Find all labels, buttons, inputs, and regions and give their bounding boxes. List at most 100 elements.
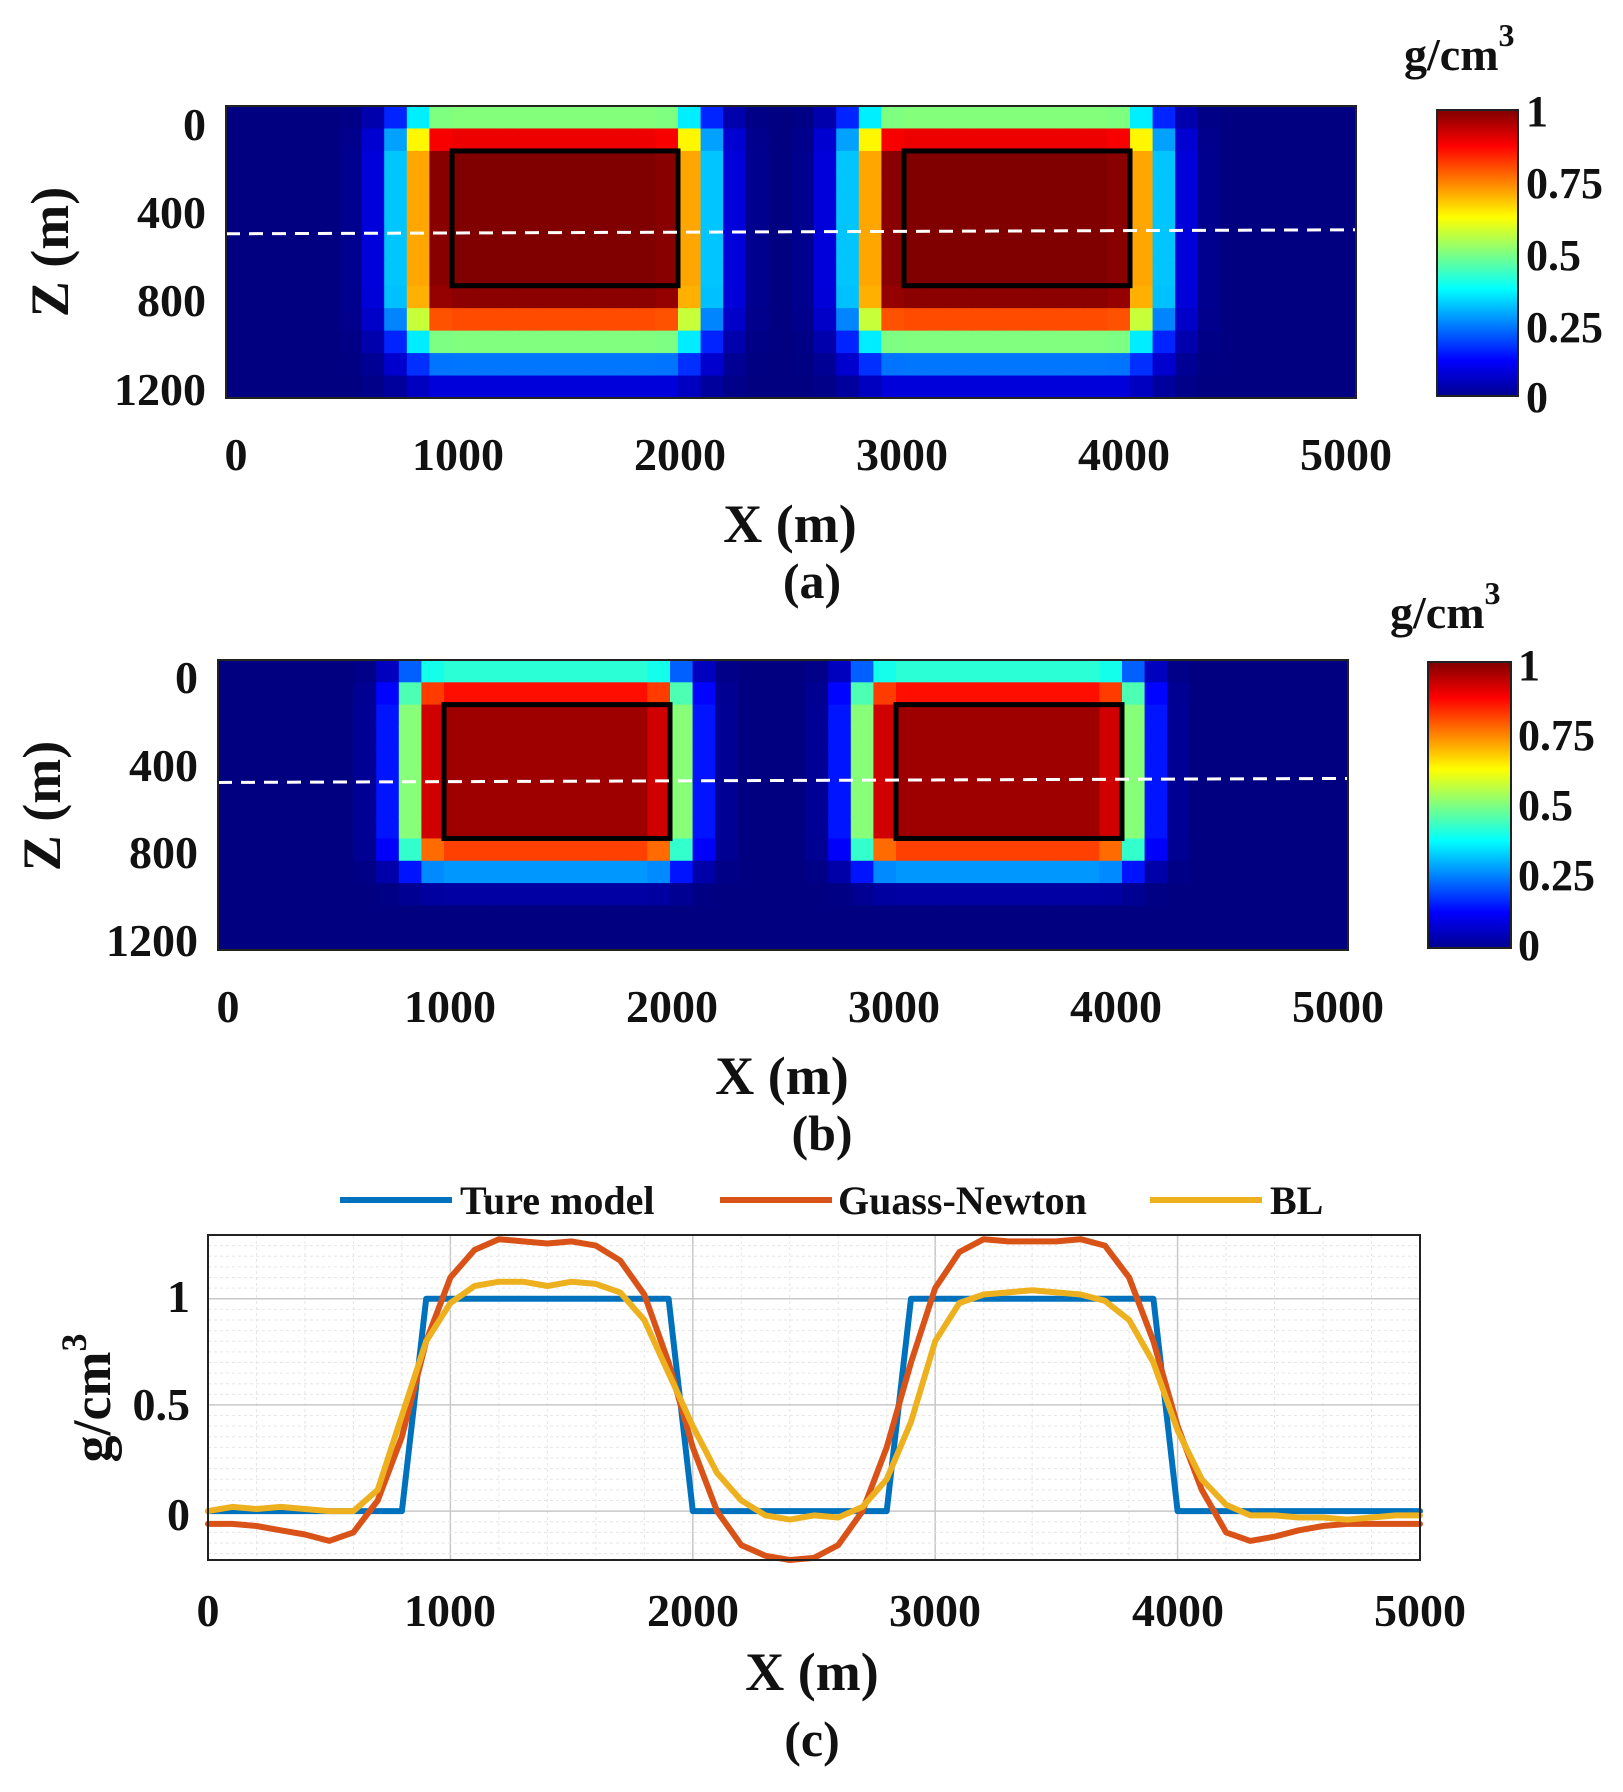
heatmap-a-cell: [1130, 308, 1154, 332]
heatmap-a-cell: [1175, 353, 1199, 377]
heatmap-b-cell: [873, 726, 897, 750]
heatmap-b-cell: [828, 905, 852, 929]
heatmap-b-cell: [1235, 816, 1259, 840]
heatmap-b-cell: [647, 793, 671, 817]
true-bodies-a: [449, 148, 1133, 289]
heatmap-a-cell: [406, 218, 430, 242]
heatmap-b-cell: [1031, 749, 1055, 773]
heatmap-a-cell: [678, 195, 702, 219]
yticks-c: 1 0.5 0: [133, 1271, 191, 1540]
heatmap-b-cell: [1031, 905, 1055, 929]
heatmap-a-cell: [745, 263, 769, 287]
heatmap-a-cell: [926, 308, 950, 332]
heatmap-a-cell: [1130, 128, 1154, 152]
heatmap-a-cell: [1107, 218, 1131, 242]
heatmap-b-cell: [489, 726, 513, 750]
heatmap-a-cell: [1288, 218, 1312, 242]
heatmap-b-cell: [963, 660, 987, 683]
heatmap-b-cell: [1122, 749, 1146, 773]
heatmap-a-cell: [1130, 173, 1154, 197]
heatmap-a-cell: [452, 285, 476, 309]
heatmap-a-cell: [1310, 218, 1334, 242]
heatmap-b-cell: [240, 860, 264, 884]
heatmap-a-cell: [226, 263, 250, 287]
heatmap-a-cell: [316, 218, 340, 242]
heatmap-b-cell: [285, 749, 309, 773]
heatmap-a-cell: [474, 106, 498, 130]
heatmap-a-cell: [994, 106, 1018, 130]
heatmap-a-cell: [1220, 150, 1244, 174]
xtick-a-4: 4000: [1078, 429, 1170, 480]
heatmap-b-cell: [624, 749, 648, 773]
legend-label-bl: BL: [1270, 1178, 1323, 1223]
heatmap-b-cell: [579, 905, 603, 929]
heatmap-a-cell: [316, 285, 340, 309]
heatmap-a-cell: [994, 218, 1018, 242]
heatmap-b-cell: [986, 726, 1010, 750]
heatmap-b-cell: [647, 927, 671, 951]
heatmap-a-cell: [519, 150, 543, 174]
heatmap-a-cell: [384, 375, 408, 399]
heatmap-a-cell: [836, 308, 860, 332]
heatmap-a-cell: [904, 128, 928, 152]
heatmap-b-cell: [285, 927, 309, 951]
heatmap-a-cell: [655, 330, 679, 354]
heatmap-b-cell: [1122, 726, 1146, 750]
heatmap-a-cell: [339, 375, 363, 399]
heatmap-b-cell: [1212, 905, 1236, 929]
heatmap-a-cell: [1333, 150, 1357, 174]
legend: Ture model Guass-Newton BL: [340, 1178, 1323, 1223]
heatmap-a-cell: [1288, 128, 1312, 152]
heatmap-a-cell: [519, 353, 543, 377]
heatmap-b-cell: [963, 905, 987, 929]
heatmap-a-cell: [248, 128, 272, 152]
heatmap-a-cell: [1084, 195, 1108, 219]
heatmap-a-cell: [858, 285, 882, 309]
heatmap-a-cell: [1017, 240, 1041, 264]
ytick-b-2: 800: [129, 827, 198, 878]
heatmap-b-cell: [1122, 927, 1146, 951]
heatmap-b-cell: [1302, 860, 1326, 884]
heatmap-b-cell: [1280, 883, 1304, 906]
heatmap-a-cell: [474, 308, 498, 332]
heatmap-a-cell: [949, 240, 973, 264]
heatmap-a-cell: [1017, 218, 1041, 242]
heatmap-b-cell: [1235, 771, 1259, 795]
heatmap-b-cell: [1099, 793, 1123, 817]
heatmap-a-cell: [994, 375, 1018, 399]
heatmap-b-cell: [805, 860, 829, 884]
heatmap-b-cell: [1302, 927, 1326, 951]
xticks-b: 0 1000 2000 3000 4000 5000: [217, 981, 1385, 1032]
heatmap-a-cell: [519, 263, 543, 287]
heatmap-a-cell: [836, 218, 860, 242]
heatmap-a-cell: [1039, 308, 1063, 332]
heatmap-a-cell: [1130, 218, 1154, 242]
heatmap-a-cell: [1152, 330, 1176, 354]
heatmap-a-cell: [452, 330, 476, 354]
heatmap-b-cell: [421, 860, 445, 884]
heatmap-b-cell: [805, 816, 829, 840]
heatmap-a-cell: [768, 240, 792, 264]
heatmap-b-cell: [941, 883, 965, 906]
heatmap-b-cell: [1302, 793, 1326, 817]
heatmap-a-cell: [293, 330, 317, 354]
heatmap-b-cell: [783, 860, 807, 884]
heatmap-a-cell: [836, 285, 860, 309]
heatmap-a-cell: [1084, 308, 1108, 332]
heatmap-a-cell: [248, 173, 272, 197]
heatmap-a-cell: [226, 128, 250, 152]
heatmap-b-cell: [331, 905, 355, 929]
heatmap-b-cell: [941, 682, 965, 706]
heatmap-a-cell: [361, 195, 385, 219]
heatmap-b-cell: [1257, 660, 1281, 683]
heatmap-a-cell: [904, 308, 928, 332]
heatmap-a-cell: [1039, 173, 1063, 197]
heatmap-b-cell: [850, 860, 874, 884]
heatmap-a-cell: [858, 308, 882, 332]
heatmap-a-cell: [1039, 218, 1063, 242]
heatmap-a-cell: [519, 106, 543, 130]
heatmap-b-cell: [353, 860, 377, 884]
heatmap-a-cell: [1017, 375, 1041, 399]
heatmap-b-cell: [963, 860, 987, 884]
heatmap-b-cell: [331, 860, 355, 884]
